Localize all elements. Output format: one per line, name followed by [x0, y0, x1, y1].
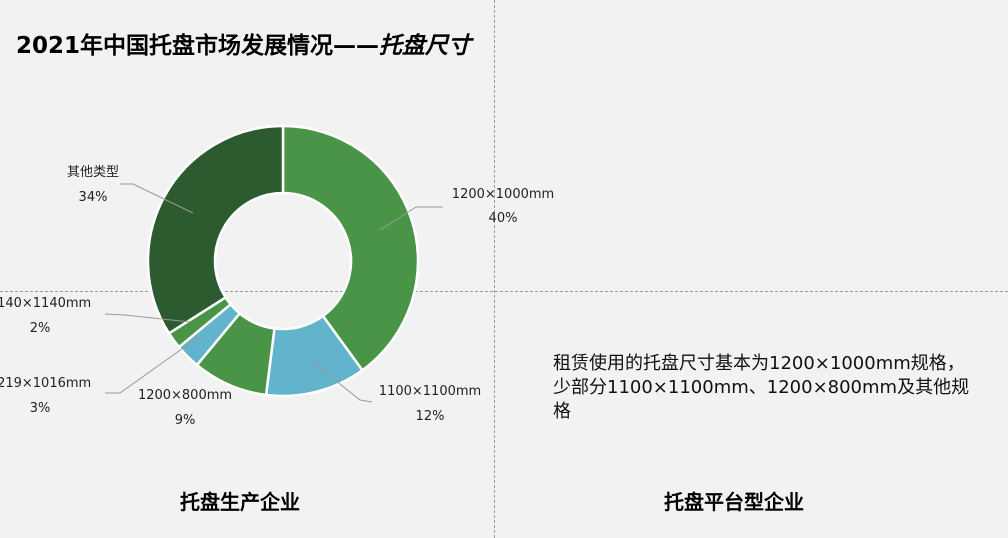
slice-label: 1100×1100mm [379, 384, 481, 399]
slice-label: 1200×800mm [138, 388, 232, 403]
label-platform-enterprise: 托盘平台型企业 [664, 490, 804, 514]
description-text: 租赁使用的托盘尺寸基本为1200×1000mm规格，少部分1100×1100mm… [553, 353, 970, 422]
vertical-divider [494, 0, 495, 538]
donut-slice [281, 124, 420, 372]
slice-label: 1219×1016mm [0, 376, 91, 391]
page-title: 2021年中国托盘市场发展情况——托盘尺寸 [16, 26, 471, 60]
slice-label: 其他类型 [67, 165, 119, 180]
slice-label: 1200×1000mm [452, 187, 554, 202]
leader-line [104, 313, 191, 323]
label-production-enterprise: 托盘生产企业 [180, 490, 300, 514]
leader-line [105, 335, 201, 394]
title-main: 2021年中国托盘市场发展情况—— [16, 33, 380, 59]
slice-percent: 3% [30, 401, 51, 416]
slice-percent: 34% [79, 190, 108, 205]
horizontal-divider [0, 291, 1008, 292]
leader-line [309, 359, 373, 403]
leader-line [379, 206, 443, 231]
title-italic: 托盘尺寸 [379, 33, 472, 59]
slice-percent: 12% [416, 409, 445, 424]
leader-line [120, 183, 194, 214]
slice-percent: 2% [30, 321, 51, 336]
slice-label: 1140×1140mm [0, 296, 91, 311]
slice-percent: 9% [175, 413, 196, 428]
donut-slice [146, 124, 285, 336]
slice-percent: 40% [489, 211, 518, 226]
